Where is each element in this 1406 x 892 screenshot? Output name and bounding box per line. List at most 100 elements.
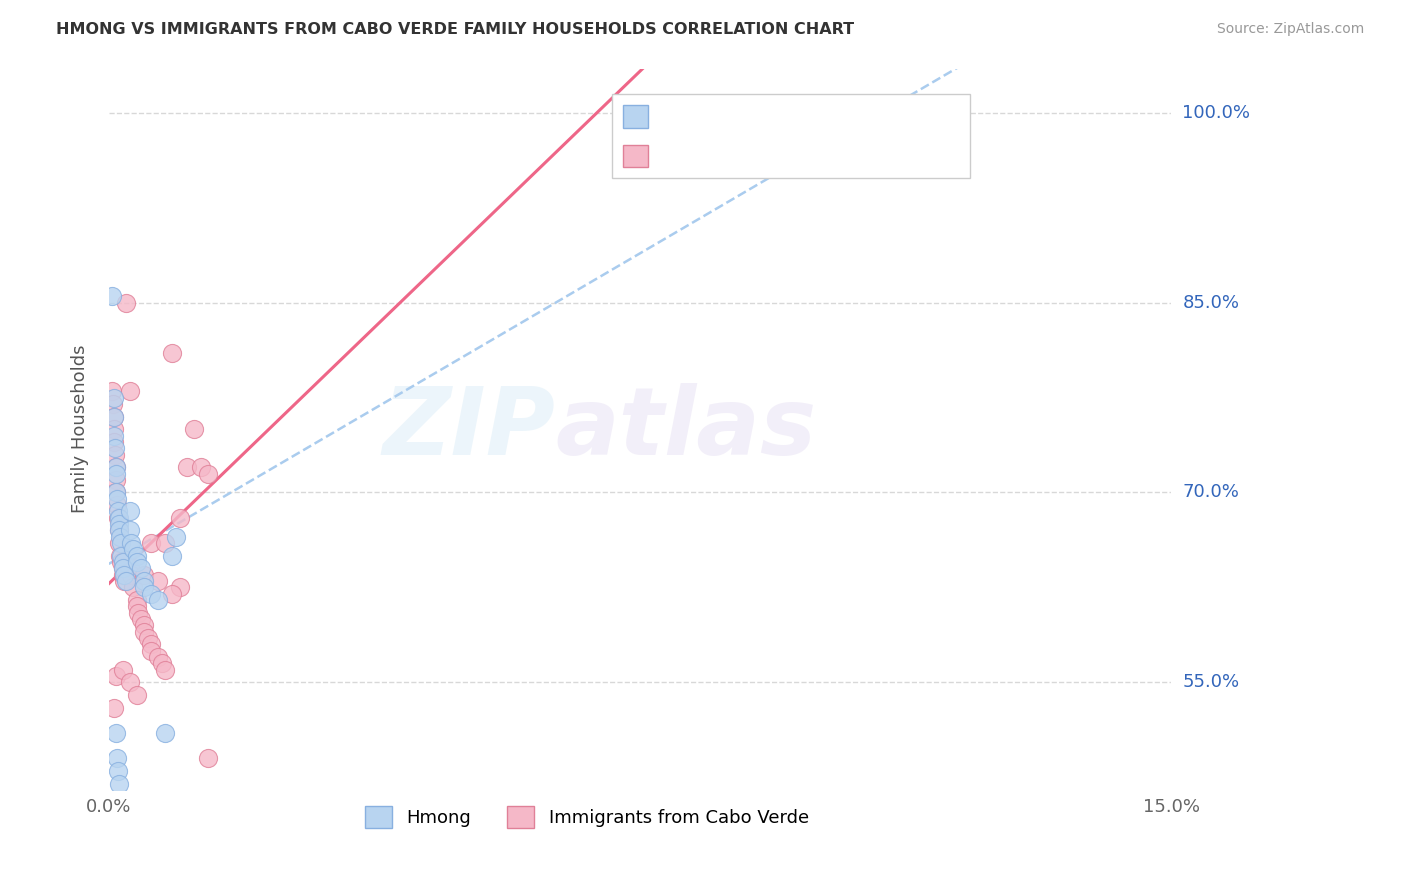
Text: 70.0%: 70.0%: [1182, 483, 1239, 501]
Text: N = 38: N = 38: [830, 107, 893, 125]
Point: [101, 397, 124, 411]
Point: [104, 669, 127, 683]
Point: [190, 460, 212, 475]
Point: [108, 524, 131, 538]
Text: R = 0.260: R = 0.260: [662, 145, 752, 163]
Point: [110, 549, 132, 563]
Point: [107, 511, 129, 525]
Point: [108, 517, 131, 532]
Point: [101, 384, 124, 399]
Point: [108, 511, 131, 525]
Point: [105, 498, 128, 512]
Point: [115, 295, 138, 310]
Point: [197, 467, 219, 481]
Point: [132, 567, 155, 582]
Point: [108, 536, 131, 550]
Point: [104, 460, 127, 475]
Point: [104, 460, 127, 475]
Point: [148, 650, 170, 665]
Point: [129, 612, 152, 626]
Point: [111, 561, 134, 575]
Point: [155, 726, 177, 740]
Point: [150, 657, 173, 671]
Point: [122, 581, 145, 595]
Text: 55.0%: 55.0%: [1182, 673, 1240, 691]
Point: [197, 751, 219, 765]
Point: [104, 726, 127, 740]
Point: [125, 599, 148, 614]
Point: [105, 485, 128, 500]
Point: [141, 536, 163, 550]
Point: [125, 549, 148, 563]
Point: [155, 536, 177, 550]
Point: [165, 530, 187, 544]
Point: [155, 663, 177, 677]
Point: [132, 574, 155, 588]
Point: [125, 593, 148, 607]
Point: [120, 567, 142, 582]
Point: [103, 422, 125, 436]
Point: [103, 391, 125, 405]
Point: [108, 524, 131, 538]
Point: [132, 618, 155, 632]
Point: [183, 422, 205, 436]
Text: N = 53: N = 53: [830, 145, 893, 163]
Point: [141, 643, 163, 657]
Point: [110, 555, 132, 569]
Point: [118, 675, 141, 690]
Point: [105, 751, 128, 765]
Point: [136, 631, 159, 645]
Point: [107, 504, 129, 518]
Point: [111, 663, 134, 677]
Point: [105, 491, 128, 506]
Text: ZIP: ZIP: [382, 384, 555, 475]
Point: [111, 555, 134, 569]
Point: [107, 764, 129, 778]
Point: [110, 536, 132, 550]
Point: [118, 524, 141, 538]
Point: [127, 606, 149, 620]
Point: [176, 460, 198, 475]
Point: [104, 473, 127, 487]
Point: [118, 384, 141, 399]
Text: HMONG VS IMMIGRANTS FROM CABO VERDE FAMILY HOUSEHOLDS CORRELATION CHART: HMONG VS IMMIGRANTS FROM CABO VERDE FAMI…: [56, 22, 855, 37]
Point: [162, 549, 184, 563]
Point: [162, 346, 184, 360]
Y-axis label: Family Households: Family Households: [72, 345, 89, 514]
Point: [122, 542, 145, 557]
Point: [148, 574, 170, 588]
Point: [104, 448, 127, 462]
Point: [129, 561, 152, 575]
Text: Source: ZipAtlas.com: Source: ZipAtlas.com: [1216, 22, 1364, 37]
Point: [103, 434, 125, 449]
Point: [101, 289, 124, 303]
Point: [104, 441, 127, 455]
Text: atlas: atlas: [555, 384, 817, 475]
Text: 100.0%: 100.0%: [1182, 103, 1250, 122]
Point: [118, 561, 141, 575]
Point: [120, 536, 142, 550]
Point: [169, 581, 191, 595]
Text: R = 0.098: R = 0.098: [662, 107, 752, 125]
Point: [111, 561, 134, 575]
Point: [118, 504, 141, 518]
Point: [108, 530, 131, 544]
Point: [104, 485, 127, 500]
Point: [132, 581, 155, 595]
Point: [162, 587, 184, 601]
Point: [141, 587, 163, 601]
Point: [112, 574, 135, 588]
Point: [103, 700, 125, 714]
Point: [103, 409, 125, 424]
Point: [107, 776, 129, 790]
Point: [132, 624, 155, 639]
Text: 85.0%: 85.0%: [1182, 293, 1240, 311]
Point: [148, 593, 170, 607]
Point: [169, 511, 191, 525]
Point: [125, 688, 148, 702]
Point: [112, 567, 135, 582]
Point: [115, 574, 138, 588]
Point: [111, 567, 134, 582]
Point: [125, 555, 148, 569]
Legend: Hmong, Immigrants from Cabo Verde: Hmong, Immigrants from Cabo Verde: [357, 798, 815, 835]
